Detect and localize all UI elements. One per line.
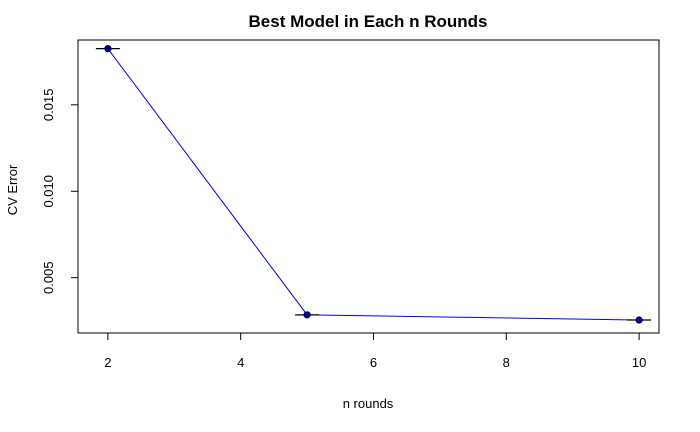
y-tick-label: 0.015: [41, 89, 56, 122]
series-group: [95, 45, 652, 324]
x-tick-label: 8: [503, 355, 510, 370]
x-axis: 2 4 6 8 10: [104, 332, 646, 370]
y-axis: 0.005 0.010 0.015: [41, 89, 79, 294]
y-tick-label: 0.005: [41, 261, 56, 294]
data-point: [635, 316, 643, 324]
plot-area-border: [77, 39, 660, 334]
chart-title: Best Model in Each n Rounds: [249, 12, 488, 31]
y-axis-label: CV Error: [5, 164, 20, 215]
y-tick-label: 0.010: [41, 175, 56, 208]
data-point: [104, 45, 112, 53]
x-tick-label: 10: [632, 355, 646, 370]
data-point: [303, 311, 311, 319]
x-axis-label: n rounds: [343, 396, 394, 411]
series-line: [107, 48, 640, 321]
x-tick-label: 4: [237, 355, 244, 370]
x-tick-label: 6: [370, 355, 377, 370]
x-tick-label: 2: [104, 355, 111, 370]
